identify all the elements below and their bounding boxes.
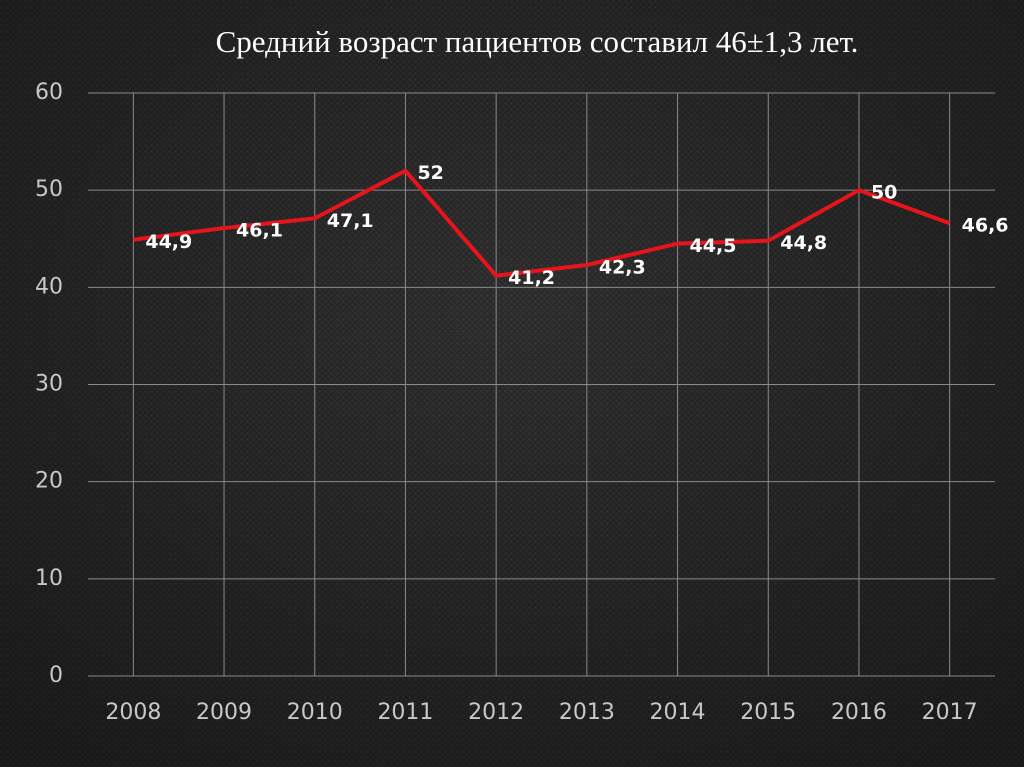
data-label: 50	[871, 182, 897, 204]
chart-title: Средний возраст пациентов составил 46±1,…	[216, 24, 859, 59]
x-tick-label: 2015	[740, 700, 796, 725]
data-label: 44,5	[690, 235, 737, 257]
y-tick-label: 60	[35, 80, 63, 105]
y-tick-label: 50	[35, 177, 63, 202]
data-line	[133, 168, 951, 278]
x-tick-label: 2008	[105, 700, 161, 725]
x-tick-label: 2010	[287, 700, 343, 725]
data-label: 41,2	[508, 267, 555, 289]
x-tick-label: 2011	[377, 700, 433, 725]
x-tick-label: 2017	[922, 700, 978, 725]
x-tick-label: 2016	[831, 700, 887, 725]
data-label: 52	[417, 162, 443, 184]
y-tick-label: 0	[49, 663, 63, 688]
y-tick-label: 40	[35, 274, 63, 299]
y-tick-label: 20	[35, 469, 63, 494]
y-tick-label: 10	[35, 566, 63, 591]
x-tick-label: 2009	[196, 700, 252, 725]
x-tick-label: 2013	[559, 700, 615, 725]
y-tick-label: 30	[35, 372, 63, 397]
data-label: 46,6	[962, 215, 1009, 237]
x-tick-label: 2012	[468, 700, 524, 725]
x-tick-label: 2014	[650, 700, 706, 725]
data-label: 44,8	[780, 232, 827, 254]
data-label: 44,9	[145, 231, 192, 253]
data-label: 47,1	[327, 210, 374, 232]
data-label: 42,3	[599, 256, 646, 278]
data-label: 46,1	[236, 220, 283, 242]
